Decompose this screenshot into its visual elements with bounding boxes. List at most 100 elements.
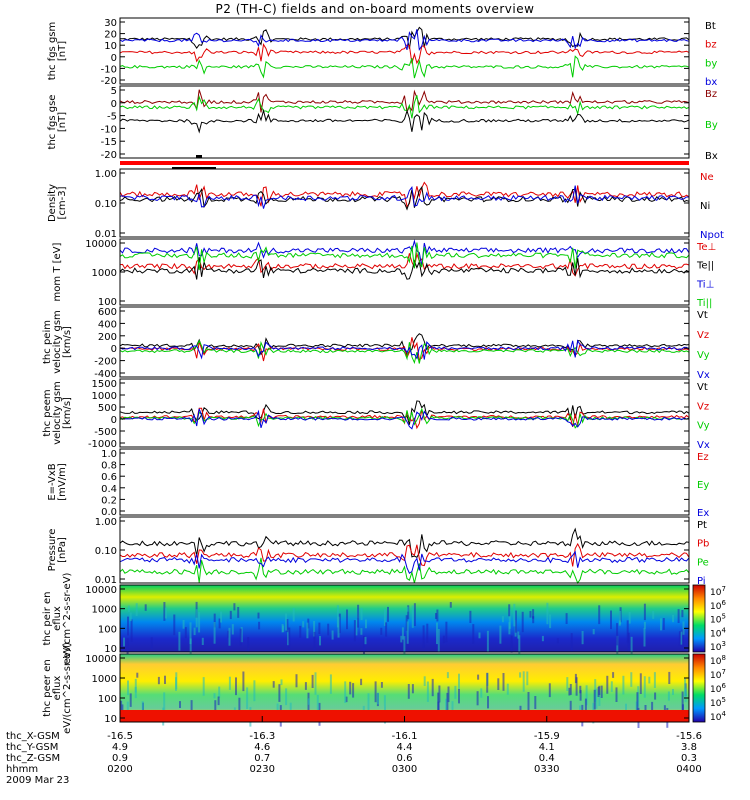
spectrogram-streak (374, 681, 377, 703)
y-axis-label: [mV/m] (57, 463, 68, 501)
spectrogram-streak (214, 700, 217, 719)
legend-label-ne: Ne (700, 172, 714, 183)
spectrogram-streak (508, 622, 511, 635)
spectrogram-streak (337, 616, 340, 638)
spectrogram-streak (437, 692, 440, 714)
spectrogram-streak (436, 609, 439, 622)
series-line-pt (119, 527, 690, 558)
spectrogram-streak (508, 609, 511, 629)
spectrogram-streak (327, 623, 330, 636)
spectrogram-streak (164, 675, 166, 684)
spectrogram-streak (295, 674, 298, 688)
spectrogram-streak (598, 696, 601, 706)
series-line-ne (119, 181, 690, 208)
spectrogram-streak (437, 629, 440, 652)
spectrogram-streak (352, 683, 355, 698)
footer-value-x-gsm: -16.3 (249, 731, 276, 742)
y-tick-label: 0.10 (95, 546, 117, 557)
spectrogram-streak (431, 678, 434, 697)
legend-label-vt: Vt (697, 382, 708, 393)
spectrogram-streak (438, 685, 441, 703)
spectrogram-streak (198, 612, 201, 633)
series-line-ti⊥ (119, 239, 690, 267)
y-tick-label: 0.0 (101, 507, 117, 518)
spectrogram-streak (357, 604, 360, 628)
spectrogram-streak (182, 620, 185, 629)
y-tick-label: -20 (101, 76, 117, 87)
footer-value-hhmm: 0330 (534, 764, 560, 775)
legend-label-bx: Bx (705, 151, 718, 162)
mode-bar (120, 161, 689, 165)
spectrogram-streak (136, 672, 139, 678)
spectrogram-streak (258, 621, 261, 630)
spectrogram-streak (306, 622, 309, 639)
mode-bar-marker (172, 167, 216, 169)
spectrogram-streak (597, 687, 600, 697)
spectrogram-streak (202, 677, 205, 696)
legend-label-ey: Ey (697, 480, 709, 491)
y-tick-label: 10 (104, 41, 117, 52)
spectrogram-streak (677, 609, 680, 623)
spectrogram-streak (454, 685, 457, 699)
series-line-te|| (119, 257, 690, 280)
spectrogram-streak (442, 635, 445, 644)
spectrogram-streak (346, 609, 348, 630)
y-axis-label: eV/(cm^2-s-sr-eV) (62, 642, 73, 734)
spectrogram-streak (630, 672, 633, 687)
spectrogram-streak (276, 703, 279, 714)
mode-bar-tick (196, 155, 202, 158)
y-axis-label: [nPa] (57, 537, 68, 563)
legend-label-vt: Vt (697, 310, 708, 321)
y-tick-label: -10 (101, 64, 117, 75)
spectrogram-streak (135, 603, 138, 616)
spectrogram-streak (527, 692, 530, 713)
spectrogram-streak (506, 683, 509, 695)
y-axis-label: Pressure (47, 529, 58, 572)
spectrogram-streak (615, 687, 618, 702)
spectrogram-streak (179, 701, 181, 708)
spectrogram-streak (446, 672, 449, 679)
spectrogram-streak (616, 635, 619, 656)
series-line-te⊥ (119, 252, 690, 277)
y-tick-label: 0 (111, 99, 117, 110)
spectrogram-streak (218, 618, 221, 629)
spectrogram-streak (610, 681, 613, 692)
spectrogram-streak (654, 692, 657, 700)
y-tick-label: 20 (104, 30, 117, 41)
footer-value-x-gsm: -15.6 (676, 731, 702, 742)
spectrogram-streak (313, 631, 316, 652)
spectrogram-streak (653, 672, 656, 688)
spectrogram-streak (246, 687, 249, 709)
spectrogram-streak (526, 671, 529, 686)
spectrogram-streak (319, 636, 321, 646)
spectrogram-streak (449, 602, 452, 608)
spectrogram-streak (639, 673, 642, 694)
colorbar-tick-label: 105 (710, 696, 726, 709)
spectrogram-streak (684, 678, 687, 697)
y-axis-label: Density (47, 184, 58, 222)
spectrogram-streak (403, 636, 406, 656)
spectrogram-streak (593, 689, 596, 710)
spectrogram-streak (472, 624, 475, 644)
spectrogram-streak (231, 624, 234, 635)
spectrogram-streak (129, 612, 132, 622)
footer-value-z-gsm: 0.9 (112, 753, 128, 764)
spectrogram-streak (406, 606, 409, 612)
legend-label-vx: Vx (697, 440, 710, 451)
panel-frame (119, 85, 690, 159)
spectrogram-streak (662, 618, 665, 630)
spectrogram-streak (619, 611, 622, 625)
footer-value-hhmm: 0200 (107, 764, 133, 775)
colorbar-tick-label: 106 (710, 599, 726, 612)
spectrogram-streak (610, 610, 612, 630)
spectrogram-streak (497, 678, 500, 690)
legend-label-by: By (705, 120, 718, 131)
y-axis-label: eflux (52, 606, 63, 631)
spectrogram-streak (546, 602, 549, 625)
spectrogram-streak (229, 610, 232, 620)
spectrogram-streak (529, 611, 532, 618)
y-axis-label: thc peim (42, 320, 53, 364)
spectrogram-streak (445, 621, 448, 643)
series-line-vy (119, 407, 690, 429)
